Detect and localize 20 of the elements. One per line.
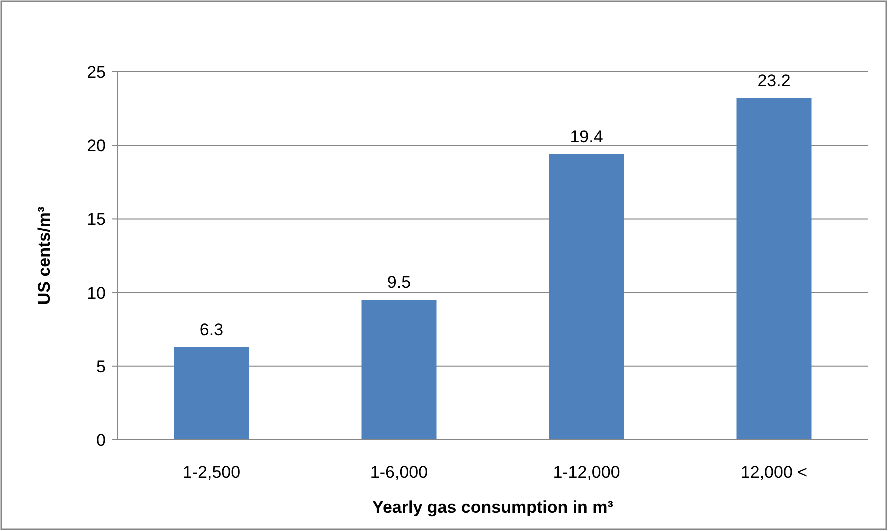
x-tick-label: 12,000 < [740,463,808,482]
bar [174,347,250,440]
data-label: 6.3 [200,320,224,340]
data-label: 9.5 [387,273,412,292]
y-tick-label: 20 [87,136,106,156]
data-label: 19.4 [570,127,604,146]
bar [362,300,437,440]
x-tick-label: 1-6,000 [370,463,428,482]
bar [549,154,624,440]
y-tick-label: 15 [87,210,106,230]
x-tick-label: 1-12,000 [553,463,620,482]
data-label: 23.2 [758,71,791,90]
x-axis-title: Yearly gas consumption in m³ [372,498,614,517]
x-tick-label: 1-2,500 [182,463,241,482]
y-tick-label: 25 [87,62,106,82]
y-tick-label: 0 [96,430,106,450]
bar [736,98,812,440]
y-axis-title: US cents/m³ [35,206,54,306]
y-tick-label: 5 [96,357,106,376]
y-tick-label: 10 [87,284,106,303]
